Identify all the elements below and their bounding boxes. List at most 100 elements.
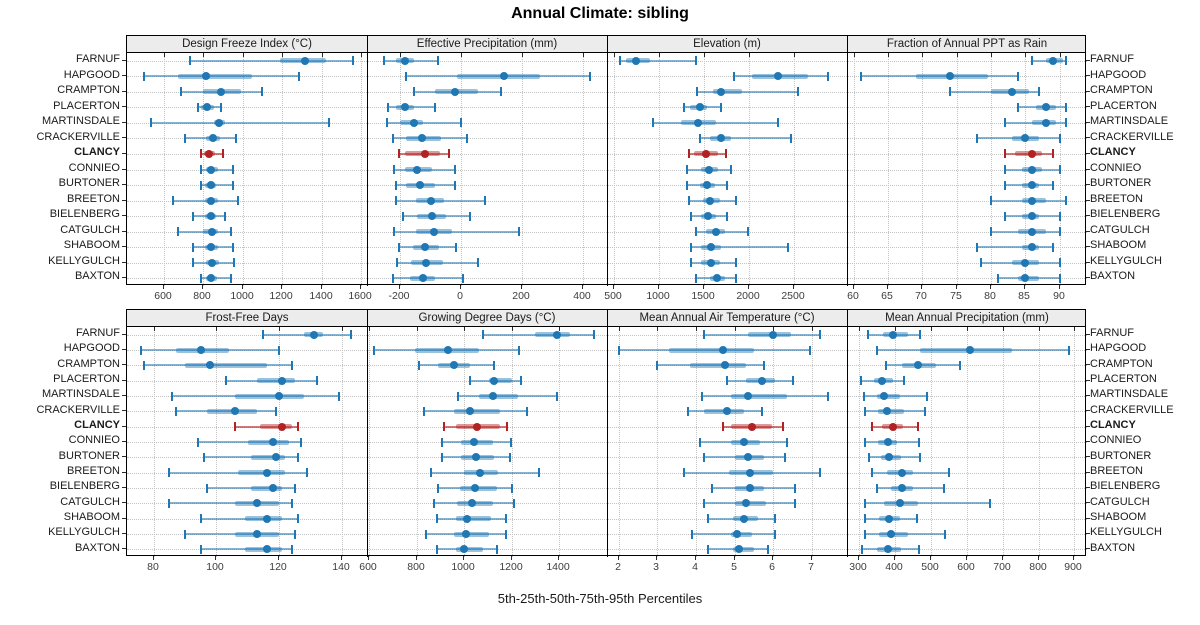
whisker-line: [483, 333, 594, 336]
x-tick: [153, 556, 154, 560]
h-gridline: [847, 154, 1087, 155]
h-gridline: [847, 365, 1087, 366]
h-gridline: [127, 170, 367, 171]
whisker-cap-high: [454, 242, 457, 252]
x-tick-top: [749, 53, 750, 57]
h-gridline: [367, 201, 607, 202]
whisker-cap-low: [706, 514, 709, 524]
whisker-line: [618, 349, 811, 351]
median-dot: [1041, 103, 1050, 112]
whisker-line: [178, 230, 232, 233]
median-dot: [400, 56, 409, 65]
site-label-left: SHABOOM: [63, 239, 120, 252]
whisker-cap-high: [518, 345, 521, 355]
site-label-left: BREETON: [67, 192, 120, 205]
whisker-cap-high: [989, 498, 992, 508]
x-tick-label: 7: [808, 561, 814, 573]
strip-divider: [607, 310, 608, 328]
whisker-cap-low: [436, 544, 439, 554]
h-gridline: [127, 247, 367, 248]
median-dot: [885, 514, 894, 523]
whisker-cap-high: [275, 406, 278, 416]
whisker-cap-low: [405, 71, 408, 81]
whisker-cap-low: [1003, 118, 1006, 128]
median-dot: [897, 468, 906, 477]
x-tick-top: [1039, 327, 1040, 331]
whisker-cap-low: [619, 56, 622, 66]
median-dot: [1021, 134, 1030, 143]
whisker-cap-low: [976, 133, 979, 143]
median-dot: [469, 438, 478, 446]
whisker-cap-low: [864, 437, 867, 447]
whisker-cap-low: [200, 165, 203, 174]
whisker-cap-low: [990, 227, 992, 237]
median-dot: [300, 56, 309, 65]
median-dot: [748, 422, 757, 431]
whisker-cap-low: [234, 422, 237, 432]
median-dot: [897, 484, 906, 492]
whisker-cap-high: [300, 437, 303, 447]
axis-tick-left: [122, 456, 126, 458]
whisker-cap-low: [687, 406, 690, 416]
whisker-cap-low: [996, 273, 999, 283]
whisker-line: [620, 59, 697, 62]
whisker-cap-high: [826, 391, 829, 401]
whisker-cap-low: [863, 406, 866, 416]
axis-tick-right: [1086, 533, 1090, 534]
site-label-right: HAPGOOD: [1090, 68, 1147, 81]
whisker-cap-low: [199, 544, 202, 554]
axis-tick-right: [1086, 137, 1090, 139]
median-dot: [419, 274, 428, 283]
h-gridline: [847, 488, 1087, 489]
panel-block: Design Freeze Index (°C) Effective Precip…: [126, 35, 1087, 309]
median-dot: [713, 274, 722, 283]
h-gridline: [847, 534, 1087, 535]
median-dot: [693, 118, 702, 127]
whisker-cap-high: [454, 165, 457, 174]
median-dot: [253, 499, 262, 508]
median-dot: [490, 376, 499, 385]
h-gridline: [127, 335, 367, 336]
plot-row: [126, 52, 1087, 286]
v-gridline: [991, 53, 992, 286]
whisker-cap-low: [875, 483, 878, 493]
whisker-line: [169, 502, 292, 505]
whisker-cap-high: [793, 498, 796, 508]
median-dot: [207, 165, 216, 174]
whisker-line: [980, 261, 1060, 264]
x-tick-top: [614, 53, 615, 57]
axis-tick-left: [122, 379, 126, 381]
x-tick: [966, 556, 967, 560]
whisker-line: [397, 261, 478, 264]
whisker-cap-low: [171, 391, 174, 401]
whisker-cap-high: [233, 258, 236, 268]
site-label-right: MARTINSDALE: [1090, 388, 1169, 401]
whisker-cap-low: [871, 422, 874, 432]
strip-divider: [607, 36, 608, 54]
whisker-line: [860, 75, 1019, 78]
x-tick: [163, 285, 164, 289]
h-gridline: [607, 61, 847, 62]
whisker-cap-low: [687, 149, 690, 159]
h-gridline: [847, 201, 1087, 202]
x-tick-top: [991, 53, 992, 57]
h-gridline: [847, 457, 1087, 458]
whisker-cap-high: [328, 118, 331, 128]
whisker-cap-high: [448, 149, 451, 159]
whisker-cap-high: [942, 483, 945, 493]
whisker-cap-high: [506, 422, 509, 432]
x-tick-top: [895, 327, 896, 331]
v-gridline: [522, 53, 523, 286]
strip-row: Frost-Free Days Growing Degree Days (°C) M…: [126, 309, 1086, 328]
whisker-cap-high: [517, 227, 520, 237]
x-tick-top: [854, 53, 855, 57]
whisker-cap-low: [396, 258, 399, 268]
axis-tick-left: [122, 168, 126, 170]
site-label-right: BURTONER: [1090, 177, 1152, 190]
x-tick-label: 120: [269, 561, 287, 573]
whisker-cap-high: [337, 391, 340, 401]
median-dot: [880, 392, 889, 400]
whisker-cap-low: [689, 242, 692, 252]
whisker-cap-low: [868, 452, 871, 462]
x-tick-top: [1003, 327, 1004, 331]
